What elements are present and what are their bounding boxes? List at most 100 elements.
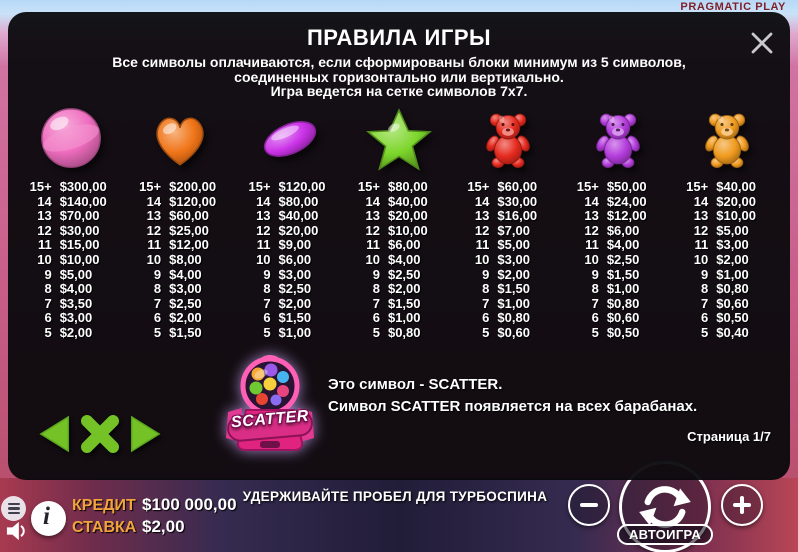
pay-row: 15+ $120,00 bbox=[241, 179, 339, 195]
bear-purple-symbol-icon bbox=[589, 104, 647, 174]
pay-value: $0,50 bbox=[606, 324, 640, 340]
rules-line: Все символы оплачиваются, если сформиров… bbox=[112, 54, 686, 70]
match-count: 12 bbox=[584, 222, 599, 238]
next-page-button[interactable] bbox=[126, 414, 164, 457]
match-count: 13 bbox=[584, 208, 599, 224]
pay-row: 15+ $40,00 bbox=[678, 179, 776, 195]
match-count: 15+ bbox=[357, 179, 380, 194]
match-count: 13 bbox=[146, 208, 162, 224]
match-count: 7 bbox=[263, 295, 271, 311]
paytable-column-bear-orange: 15+ $40,00 14 $20,00 13 $10,00 12 $5,00 11 $3,00 1… bbox=[673, 104, 782, 341]
page-indicator: Страница 1/7 bbox=[687, 429, 771, 444]
pay-value: $60,00 bbox=[497, 179, 538, 194]
page-navigation bbox=[36, 414, 164, 457]
pay-value: $30,00 bbox=[497, 193, 538, 209]
pay-value: $80,00 bbox=[387, 179, 428, 194]
pay-row: 6 $1,00 bbox=[350, 311, 448, 326]
match-count: 13 bbox=[365, 208, 380, 224]
pay-value: $2,50 bbox=[606, 251, 640, 267]
info-button[interactable]: i bbox=[31, 501, 66, 536]
pay-row: 8 $0,80 bbox=[678, 282, 776, 297]
pay-row: 7 $1,00 bbox=[459, 295, 557, 312]
pay-value: $80,00 bbox=[278, 193, 319, 209]
pay-value: $20,00 bbox=[278, 222, 319, 238]
credit-display: КРЕДИТ $100 000,00 bbox=[72, 495, 237, 515]
sound-button[interactable] bbox=[5, 520, 29, 545]
autoplay-button[interactable]: АВТОИГРА bbox=[617, 524, 713, 545]
prev-page-button[interactable] bbox=[36, 414, 74, 457]
match-count: 11 bbox=[366, 237, 380, 253]
pay-row: 6 $2,00 bbox=[131, 311, 229, 326]
pay-row: 14 $40,00 bbox=[350, 194, 448, 210]
bet-display: СТАВКА $2,00 bbox=[72, 517, 185, 537]
match-count: 9 bbox=[701, 266, 709, 282]
match-count: 14 bbox=[584, 193, 599, 209]
match-count: 5 bbox=[44, 324, 52, 340]
bear-red-symbol-icon bbox=[479, 104, 537, 174]
pay-row: 7 $2,00 bbox=[241, 295, 339, 312]
pay-value: $4,00 bbox=[606, 237, 640, 253]
pay-value: $8,00 bbox=[169, 251, 202, 267]
pay-row: 6 $0,50 bbox=[678, 311, 776, 326]
pay-row: 10 $8,00 bbox=[131, 251, 229, 268]
pay-value: $5,00 bbox=[497, 237, 530, 253]
pay-row: 12 $10,00 bbox=[350, 223, 448, 239]
pay-row: 7 $0,80 bbox=[569, 296, 667, 312]
pay-value: $300,00 bbox=[59, 179, 107, 194]
match-count: 7 bbox=[482, 295, 490, 311]
pay-value: $4,00 bbox=[169, 266, 202, 282]
pay-row: 12 $30,00 bbox=[22, 223, 120, 239]
match-count: 9 bbox=[44, 266, 52, 282]
info-icon: i bbox=[43, 503, 50, 530]
pay-value: $6,00 bbox=[387, 237, 421, 253]
pay-row: 7 $1,50 bbox=[350, 296, 448, 312]
plus-icon bbox=[733, 496, 751, 514]
match-count: 5 bbox=[591, 324, 599, 340]
pay-row: 9 $5,00 bbox=[22, 266, 120, 283]
pay-row: 12 $5,00 bbox=[678, 223, 776, 239]
pay-value: $25,00 bbox=[169, 222, 209, 238]
match-count: 15+ bbox=[248, 179, 271, 194]
increase-bet-button[interactable] bbox=[721, 484, 763, 526]
match-count: 10 bbox=[474, 251, 490, 267]
credit-value: $100 000,00 bbox=[142, 495, 237, 514]
pay-value: $1,00 bbox=[497, 295, 530, 311]
match-count: 14 bbox=[693, 193, 709, 209]
close-button[interactable] bbox=[744, 26, 780, 62]
match-count: 11 bbox=[585, 237, 599, 253]
paytable-column-bear-red: 15+ $60,00 14 $30,00 13 $16,00 12 $7,00 11 $5,00 1… bbox=[454, 104, 563, 341]
match-count: 9 bbox=[153, 266, 162, 282]
pay-value: $200,00 bbox=[169, 179, 217, 194]
pay-value: $2,50 bbox=[387, 266, 421, 282]
pay-row: 13 $12,00 bbox=[569, 209, 667, 224]
menu-button[interactable] bbox=[1, 496, 26, 521]
pay-row: 12 $25,00 bbox=[131, 222, 229, 239]
pay-row: 10 $2,50 bbox=[569, 251, 667, 268]
pay-row: 10 $10,00 bbox=[22, 252, 120, 268]
close-rules-button[interactable] bbox=[78, 414, 122, 457]
match-count: 6 bbox=[44, 310, 52, 326]
pay-value: $20,00 bbox=[716, 193, 756, 209]
pay-value: $0,80 bbox=[716, 281, 749, 297]
bet-label: СТАВКА bbox=[72, 519, 137, 536]
match-count: 7 bbox=[44, 295, 52, 311]
pay-row: 14 $140,00 bbox=[22, 193, 120, 210]
pay-value: $5,00 bbox=[59, 266, 93, 282]
decrease-bet-button[interactable] bbox=[568, 484, 610, 526]
paytable-column-star: 15+ $80,00 14 $40,00 13 $20,00 12 $10,00 11 $6,00… bbox=[344, 104, 453, 341]
pay-value: $140,00 bbox=[59, 193, 107, 209]
match-count: 10 bbox=[365, 251, 380, 267]
pay-value: $0,80 bbox=[497, 310, 530, 326]
pay-row: 13 $40,00 bbox=[241, 209, 339, 224]
pay-row: 8 $2,50 bbox=[241, 282, 339, 297]
match-count: 14 bbox=[37, 193, 52, 209]
match-count: 5 bbox=[263, 324, 271, 340]
match-count: 6 bbox=[153, 310, 162, 326]
scatter-description: Это символ - SCATTER. Символ SCATTER поя… bbox=[328, 374, 697, 418]
pay-value: $1,50 bbox=[278, 310, 312, 326]
pay-row: 15+ $60,00 bbox=[459, 179, 557, 195]
pay-value: $120,00 bbox=[278, 179, 326, 194]
pay-row: 9 $2,50 bbox=[350, 266, 448, 283]
pay-row: 11 $15,00 bbox=[22, 238, 120, 253]
pay-value: $1,00 bbox=[716, 266, 749, 282]
